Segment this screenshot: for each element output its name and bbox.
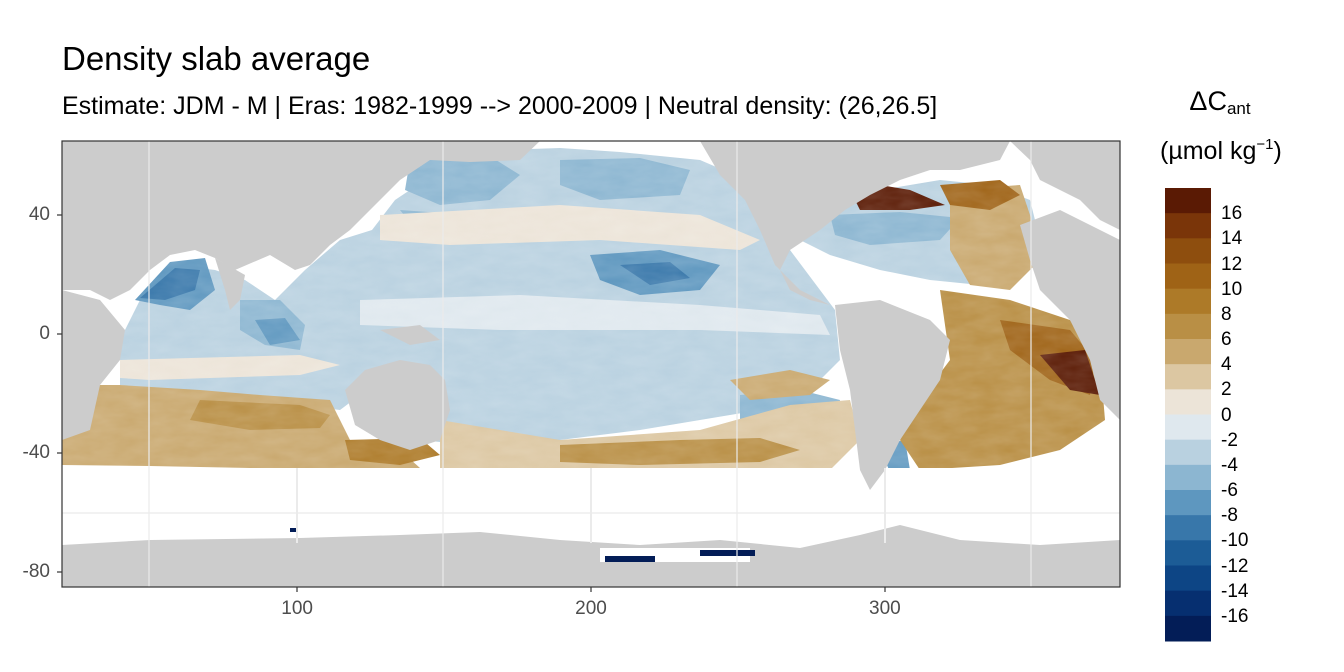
legend-label: 6 — [1221, 329, 1232, 350]
legend-label: -6 — [1221, 480, 1238, 501]
legend-swatch — [1165, 238, 1211, 264]
legend-swatch — [1165, 313, 1211, 340]
legend-colorbar — [1165, 188, 1211, 642]
land-india-tip — [215, 258, 245, 310]
legend-swatch — [1165, 464, 1211, 491]
land-asia — [62, 141, 540, 300]
legend-swatch — [1165, 389, 1211, 415]
legend-label: -14 — [1221, 580, 1249, 602]
land-africa-west — [1020, 210, 1120, 420]
legend-label: 10 — [1221, 278, 1243, 300]
land-antarctica — [62, 525, 1120, 587]
legend-label: 4 — [1221, 354, 1232, 376]
legend-label: 16 — [1221, 203, 1243, 225]
legend-swatch — [1165, 565, 1211, 592]
legend-label: -10 — [1221, 530, 1249, 552]
legend-swatch — [1165, 590, 1211, 617]
legend-swatch — [1165, 339, 1211, 365]
axis-ticks — [57, 214, 886, 592]
ocean-antarctic-strip-1 — [605, 556, 655, 562]
legend-swatch — [1165, 364, 1211, 390]
legend-swatch — [1165, 188, 1211, 214]
x-tick-label: 200 — [575, 598, 607, 619]
legend-label: 12 — [1221, 253, 1243, 275]
grid-lines — [62, 141, 1120, 587]
chart-subtitle: Estimate: JDM - M | Eras: 1982-1999 --> … — [62, 92, 938, 120]
legend-swatch — [1165, 540, 1211, 566]
land-africa-east — [62, 290, 125, 440]
legend-swatch — [1165, 515, 1211, 541]
legend-swatch — [1165, 213, 1211, 239]
legend-label: 0 — [1221, 404, 1232, 426]
ocean-antarctic-strip-3 — [290, 528, 296, 532]
x-tick-label: 300 — [869, 598, 901, 619]
land-south-america — [835, 300, 950, 490]
y-tick-label: 40 — [28, 204, 50, 226]
ocean-antarctic-strip-2 — [700, 550, 755, 556]
legend-label: -16 — [1221, 605, 1249, 627]
legend-swatch — [1165, 490, 1211, 516]
legend-label: -12 — [1221, 555, 1249, 577]
land-greenland-europe — [1010, 141, 1120, 230]
legend-label: -4 — [1221, 454, 1238, 476]
chart-title: Density slab average — [62, 40, 371, 77]
legend-swatch — [1165, 439, 1211, 466]
legend-swatch — [1165, 288, 1211, 315]
land-north-america — [700, 141, 1010, 305]
legend-swatch — [1165, 263, 1211, 290]
legend-units: (µmol kg−1) — [1160, 136, 1282, 165]
legend-label: 8 — [1221, 303, 1232, 325]
y-tick-label: -80 — [22, 561, 50, 583]
land-new-guinea — [380, 325, 440, 345]
legend-swatch — [1165, 615, 1211, 642]
y-tick-label: 0 — [39, 323, 50, 345]
legend-label: 2 — [1221, 379, 1232, 401]
legend-label: 14 — [1221, 228, 1243, 250]
legend-swatch — [1165, 414, 1211, 441]
legend-title: ΔCant — [1189, 86, 1251, 118]
y-tick-label: -40 — [22, 442, 50, 464]
legend-label: -8 — [1221, 505, 1238, 527]
legend-label: -2 — [1221, 429, 1238, 451]
x-tick-label: 100 — [281, 598, 313, 619]
land-australia — [345, 360, 450, 450]
